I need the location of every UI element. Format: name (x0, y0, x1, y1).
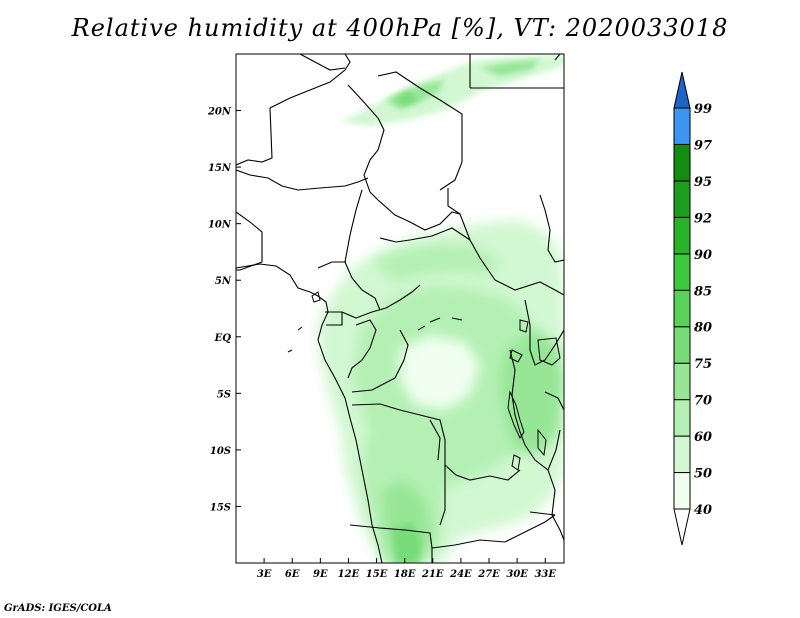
map-frame (235, 53, 565, 564)
colorbar-label: 95 (694, 175, 712, 190)
chart-title: Relative humidity at 400hPa [%], VT: 202… (71, 14, 729, 42)
axis-ticks: 3E 6E 9E 12E 15E 18E 21E 24E 27E 30E 33E 20N 15N 10N 5… (207, 107, 556, 580)
colorbar-label: 80 (694, 321, 712, 336)
colorbar-segment (673, 399, 691, 437)
x-tick-label: 6E (285, 569, 300, 580)
colorbar-label: 70 (694, 394, 712, 409)
colorbar-label: 85 (694, 284, 712, 299)
colorbar-segment (673, 326, 691, 364)
x-tick-label: 3E (257, 569, 272, 580)
colorbar-label: 97 (694, 138, 712, 153)
country-borders (236, 54, 564, 563)
x-tick-label: 18E (394, 569, 416, 580)
y-tick-label: EQ (214, 333, 232, 344)
x-tick-label: 12E (338, 569, 360, 580)
humidity-area-north-band (372, 244, 500, 282)
y-tick-label: 10S (210, 446, 231, 457)
y-tick-label: 20N (207, 107, 232, 118)
colorbar-arrow-low (673, 508, 691, 546)
humidity-core-south-deep (392, 522, 422, 563)
colorbar-segment (673, 216, 691, 255)
colorbar-segment (673, 289, 691, 328)
x-tick-label: 24E (449, 569, 472, 580)
colorbar-label: 90 (694, 248, 712, 263)
humidity-core-sahara-deep (395, 92, 418, 106)
colorbar: 40 50 60 70 75 80 85 90 92 95 97 99 (673, 71, 712, 546)
lakes (287, 291, 561, 516)
humidity-field (236, 54, 564, 563)
y-tick-label: 10N (208, 220, 232, 231)
x-tick-label: 27E (477, 569, 500, 580)
humidity-core-northeast (480, 60, 540, 76)
humidity-dry-pocket (400, 335, 480, 410)
colorbar-segment (673, 107, 691, 145)
colorbar-label: 50 (694, 467, 712, 482)
x-tick-label: 21E (421, 569, 444, 580)
colorbar-label: 75 (694, 357, 712, 372)
x-tick-label: 30E (506, 569, 528, 580)
colorbar-label: 60 (694, 430, 712, 445)
y-tick-label: 5S (217, 389, 231, 400)
colorbar-segment (673, 253, 691, 291)
colorbar-arrow-high (673, 71, 691, 109)
x-tick-label: 15E (366, 569, 388, 580)
x-tick-label: 33E (534, 569, 556, 580)
colorbar-segment (673, 472, 691, 510)
colorbar-label: 99 (694, 102, 712, 117)
colorbar-label: 92 (694, 211, 712, 226)
colorbar-segment (673, 143, 691, 182)
x-tick-label: 9E (313, 569, 328, 580)
credit-label: GrADS: IGES/COLA (4, 603, 112, 614)
y-tick-label: 15N (208, 163, 232, 174)
colorbar-segment (673, 180, 691, 218)
colorbar-label: 40 (694, 503, 712, 518)
y-tick-label: 5N (215, 276, 232, 287)
colorbar-segment (673, 435, 691, 474)
colorbar-segment (673, 362, 691, 401)
y-tick-label: 15S (210, 502, 231, 513)
